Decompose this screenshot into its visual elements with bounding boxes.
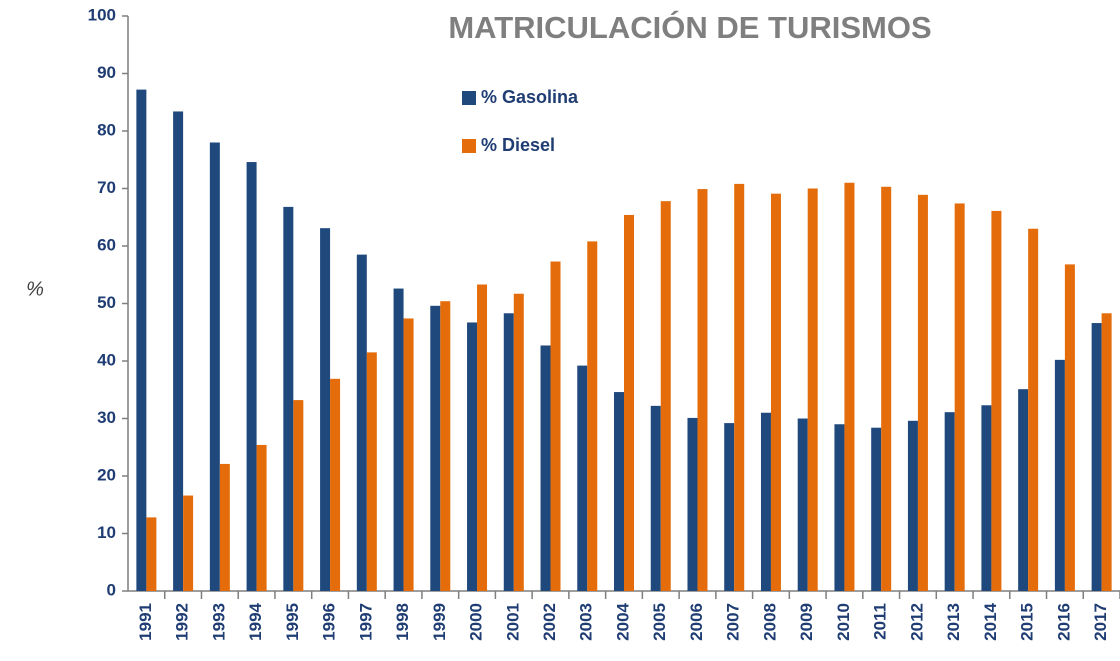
bar [467,322,478,591]
bar [650,405,661,591]
bar [513,293,524,591]
y-tick-label: 30 [97,408,116,427]
chart-title: MATRICULACIÓN DE TURISMOS [448,9,931,45]
x-tick-label: 1991 [136,603,155,641]
y-axis-label: % [26,278,44,300]
x-tick-label: 2013 [944,603,963,641]
bar [577,365,588,591]
bar [734,183,745,591]
y-tick-label: 100 [88,5,116,24]
bar [393,288,404,591]
x-tick-label: 2014 [981,602,1000,640]
bar [366,352,377,591]
bar [330,378,341,591]
bar [440,301,451,591]
y-tick-label: 80 [97,120,116,139]
bar [881,186,892,591]
bar [1091,323,1102,591]
bar [917,194,928,591]
bar [807,188,818,591]
bar [146,517,157,591]
y-tick-label: 40 [97,350,116,369]
x-tick-label: 2010 [834,603,853,641]
x-tick-label: 2008 [760,603,779,641]
y-tick-label: 20 [97,465,116,484]
bar [624,214,634,591]
bar [907,420,918,591]
bar [283,206,294,591]
bar [1028,228,1039,591]
y-tick-label: 10 [97,523,116,542]
x-tick-label: 1998 [393,603,412,641]
bar [209,142,220,591]
x-tick-label: 2000 [467,603,486,641]
bar [477,284,488,591]
x-tick-label: 1992 [173,603,192,641]
y-tick-label: 70 [97,178,116,197]
x-tick-label: 1997 [356,603,375,641]
bar [991,210,1002,592]
x-tick-label: 2007 [724,603,743,641]
bar [770,193,781,592]
bar [293,400,304,591]
x-tick-label: 2005 [650,603,669,641]
y-tick-label: 60 [97,235,116,254]
bar [1064,264,1075,591]
x-tick-label: 1999 [430,603,449,641]
legend-label: % Diesel [481,135,555,155]
bar [503,313,514,591]
bar [219,463,230,591]
legend-swatch [462,139,476,153]
x-tick-label: 2003 [577,603,596,641]
y-tick-label: 0 [107,580,116,599]
x-tick-label: 2001 [503,603,522,641]
bar [660,201,671,591]
legend-swatch [462,91,476,105]
x-tick-label: 2011 [871,603,890,640]
bar [587,241,598,591]
x-tick-label: 2004 [613,602,632,640]
bar [981,405,992,591]
bar [403,318,414,591]
legend-label: % Gasolina [481,87,579,107]
bar [1018,389,1029,591]
bar [954,203,965,591]
bar [173,111,184,591]
bar [183,495,194,591]
bar [540,345,551,591]
x-tick-label: 1995 [283,603,302,641]
x-tick-label: 2002 [540,603,559,641]
x-tick-label: 2017 [1091,603,1110,641]
x-tick-label: 2012 [907,603,926,641]
bar [136,89,147,591]
bar [944,412,955,591]
bar [320,228,331,592]
bar [844,182,855,591]
y-tick-label: 90 [97,63,116,82]
bar [760,412,771,591]
x-tick-label: 2016 [1054,603,1073,641]
x-tick-label: 2015 [1018,603,1037,641]
bar [614,392,624,591]
x-tick-label: 2009 [797,603,816,641]
x-tick-label: 2006 [687,603,706,641]
bar [246,162,257,592]
bar [834,424,845,591]
bar [724,423,735,591]
bar [550,261,561,591]
bar [687,417,698,591]
bar [797,418,808,591]
bar [697,189,708,591]
x-tick-label: 1993 [209,603,228,641]
bar [356,254,367,591]
bar [1054,359,1065,591]
bar [430,305,441,591]
bar [871,427,882,591]
y-tick-label: 50 [97,293,116,312]
x-tick-label: 1994 [246,602,265,640]
bar [256,444,267,591]
x-tick-label: 1996 [320,603,339,641]
bar [1101,313,1112,591]
